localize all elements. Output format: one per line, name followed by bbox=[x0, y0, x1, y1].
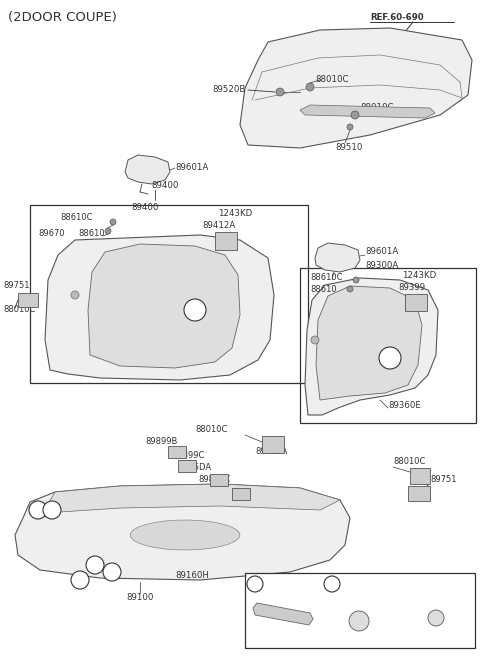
Polygon shape bbox=[305, 278, 438, 415]
Bar bbox=[410, 468, 430, 484]
Bar bbox=[210, 474, 228, 486]
Text: 89601A: 89601A bbox=[175, 163, 208, 173]
Polygon shape bbox=[88, 244, 240, 368]
Circle shape bbox=[86, 556, 104, 574]
Text: b: b bbox=[93, 560, 97, 569]
Text: 89520B: 89520B bbox=[212, 85, 245, 94]
Text: b: b bbox=[36, 506, 40, 514]
Text: 88010C: 88010C bbox=[360, 104, 394, 112]
Text: 89751: 89751 bbox=[430, 476, 456, 485]
Bar bbox=[215, 232, 237, 250]
Text: 1125DA: 1125DA bbox=[178, 464, 211, 472]
Bar bbox=[18, 293, 38, 307]
Text: 89601A: 89601A bbox=[365, 247, 398, 256]
Text: 89400: 89400 bbox=[151, 182, 179, 190]
Circle shape bbox=[311, 336, 319, 344]
Text: 85746: 85746 bbox=[415, 579, 443, 588]
Text: REF.60-690: REF.60-690 bbox=[370, 14, 424, 22]
Text: 89899C: 89899C bbox=[172, 451, 204, 459]
Text: 1243KD: 1243KD bbox=[402, 270, 436, 279]
Polygon shape bbox=[253, 603, 313, 625]
Text: 88610: 88610 bbox=[78, 228, 105, 237]
Circle shape bbox=[105, 228, 111, 234]
Bar bbox=[408, 486, 430, 501]
Circle shape bbox=[184, 299, 206, 321]
Text: 88010C: 88010C bbox=[393, 457, 425, 466]
Text: b: b bbox=[330, 579, 335, 588]
Circle shape bbox=[43, 501, 61, 519]
Bar bbox=[168, 446, 186, 458]
Polygon shape bbox=[240, 28, 472, 148]
Text: 89510: 89510 bbox=[335, 144, 362, 152]
Text: (2DOOR COUPE): (2DOOR COUPE) bbox=[8, 12, 117, 24]
Circle shape bbox=[428, 610, 444, 626]
Text: 89300A: 89300A bbox=[365, 260, 398, 270]
Text: a: a bbox=[49, 506, 54, 514]
Text: 89899B: 89899B bbox=[145, 438, 178, 447]
Text: 88610C: 88610C bbox=[60, 213, 93, 222]
Circle shape bbox=[276, 88, 284, 96]
Circle shape bbox=[247, 576, 263, 592]
Circle shape bbox=[29, 501, 47, 519]
Bar bbox=[232, 488, 250, 500]
Bar bbox=[178, 460, 196, 472]
Text: 89100: 89100 bbox=[126, 594, 154, 602]
Text: a: a bbox=[109, 567, 114, 577]
Polygon shape bbox=[316, 286, 422, 400]
Circle shape bbox=[353, 277, 359, 283]
Polygon shape bbox=[15, 484, 350, 580]
Circle shape bbox=[306, 83, 314, 91]
Bar bbox=[245, 573, 475, 648]
Polygon shape bbox=[300, 105, 435, 118]
Text: 89399: 89399 bbox=[398, 283, 425, 293]
Text: 88010C: 88010C bbox=[3, 306, 36, 314]
Circle shape bbox=[351, 111, 359, 119]
Circle shape bbox=[347, 124, 353, 130]
Polygon shape bbox=[125, 155, 170, 184]
Polygon shape bbox=[131, 520, 240, 550]
Text: 88010C: 88010C bbox=[195, 426, 228, 434]
Text: 89670: 89670 bbox=[38, 228, 65, 237]
Text: 1243KD: 1243KD bbox=[218, 209, 252, 218]
Circle shape bbox=[110, 219, 116, 225]
Text: a: a bbox=[252, 579, 257, 588]
Polygon shape bbox=[315, 243, 360, 272]
Text: 89720A: 89720A bbox=[255, 447, 287, 457]
Text: 88010C: 88010C bbox=[315, 75, 348, 85]
Text: 88610C: 88610C bbox=[310, 272, 343, 281]
Text: 89899A: 89899A bbox=[222, 489, 254, 497]
Text: a: a bbox=[387, 354, 393, 363]
Bar bbox=[300, 268, 476, 423]
Bar bbox=[262, 436, 284, 453]
Text: 89400: 89400 bbox=[132, 203, 159, 211]
Circle shape bbox=[347, 286, 353, 292]
Bar bbox=[30, 205, 308, 383]
Circle shape bbox=[103, 563, 121, 581]
Text: 00824: 00824 bbox=[267, 579, 295, 588]
Text: 89899C: 89899C bbox=[198, 476, 230, 485]
Circle shape bbox=[379, 347, 401, 369]
Text: 89160H: 89160H bbox=[175, 571, 209, 579]
Text: 89360E: 89360E bbox=[388, 401, 421, 409]
Text: 89412A: 89412A bbox=[202, 222, 235, 230]
Text: a: a bbox=[78, 575, 83, 584]
Circle shape bbox=[349, 611, 369, 631]
Circle shape bbox=[71, 291, 79, 299]
Text: 89751: 89751 bbox=[3, 281, 29, 289]
Circle shape bbox=[71, 571, 89, 589]
Bar bbox=[405, 294, 427, 311]
Polygon shape bbox=[45, 235, 274, 380]
Text: a: a bbox=[192, 306, 198, 314]
Text: 88610: 88610 bbox=[310, 285, 336, 295]
Polygon shape bbox=[40, 484, 340, 518]
Text: 89160B: 89160B bbox=[344, 579, 377, 588]
Circle shape bbox=[324, 576, 340, 592]
